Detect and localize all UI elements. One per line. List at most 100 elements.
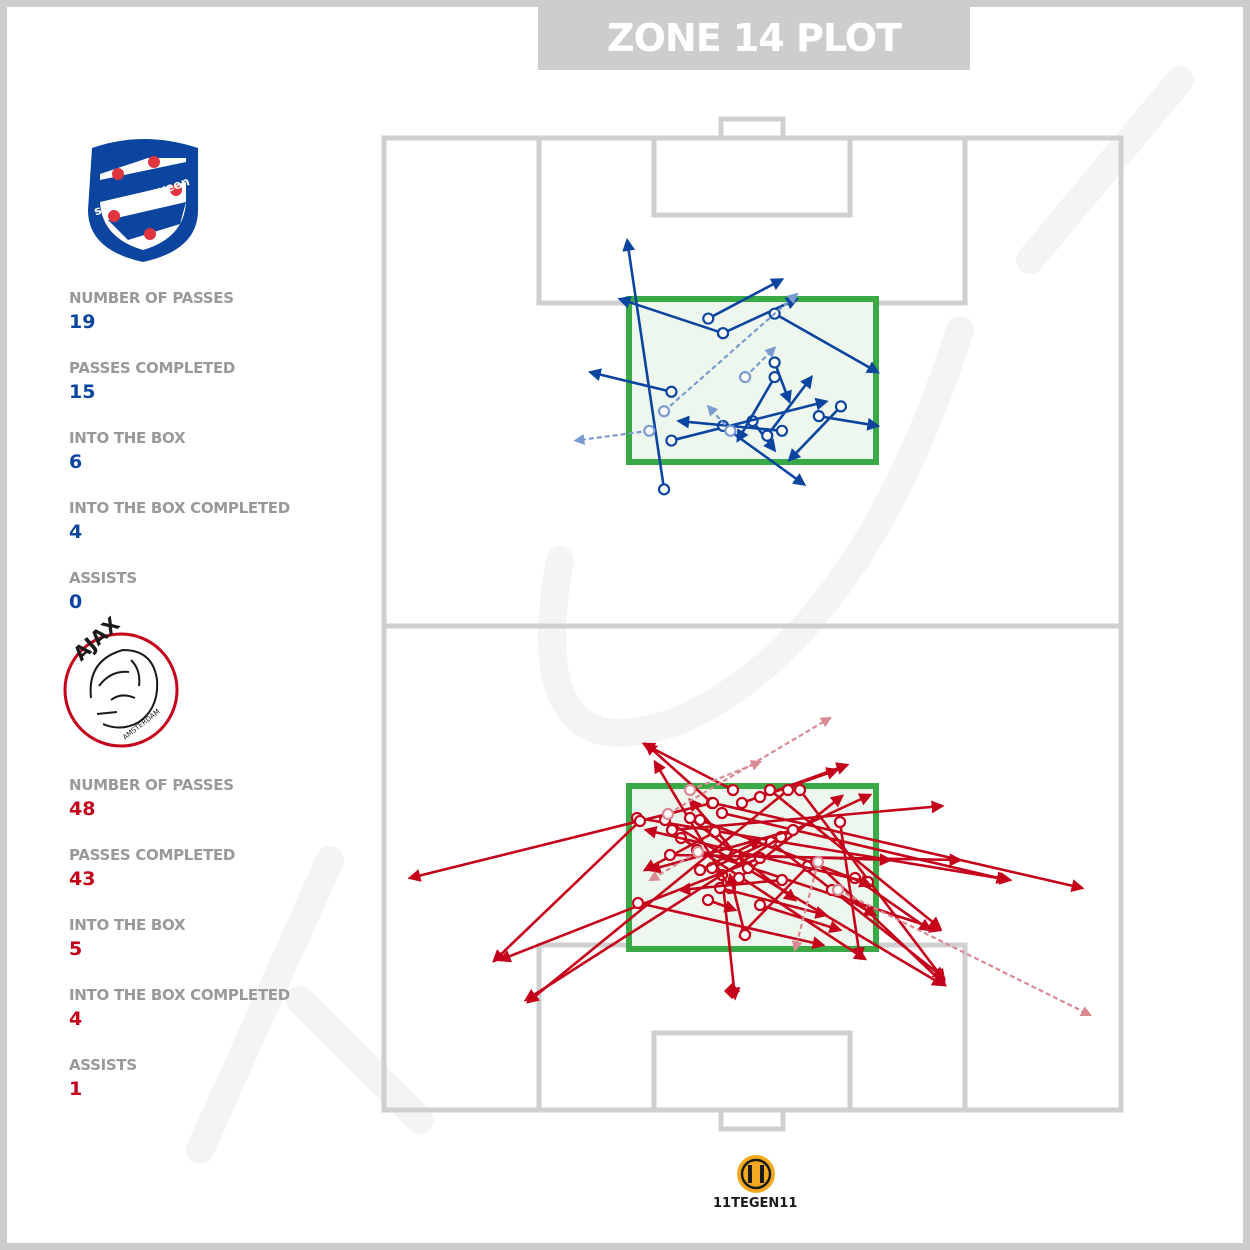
ajax-passes xyxy=(407,716,1092,1017)
heerenveen-pass-13 xyxy=(761,375,814,442)
stat-label: PASSES COMPLETED xyxy=(69,359,236,377)
pass-line xyxy=(622,237,666,490)
stat-value: 4 xyxy=(69,1008,83,1030)
heerenveen-pass-0 xyxy=(622,237,671,496)
pass-origin xyxy=(702,312,715,325)
stat-passes-completed: PASSES COMPLETED 15 xyxy=(69,359,329,429)
pass-line xyxy=(838,821,865,961)
zone14-top xyxy=(626,296,879,465)
stat-label: ASSISTS xyxy=(69,569,137,587)
pass-line xyxy=(492,820,641,963)
pass-line xyxy=(647,828,794,874)
stat-assists: ASSISTS 1 xyxy=(69,1056,329,1126)
heerenveen-pass-12 xyxy=(787,400,848,462)
ajax-pass-45 xyxy=(831,883,1092,1017)
ajax-pass-46 xyxy=(791,855,825,953)
ajax-pass-3 xyxy=(706,796,1085,892)
pass-origin xyxy=(732,871,746,885)
heerenveen-pass-1 xyxy=(702,278,785,325)
stat-value: 15 xyxy=(69,381,96,403)
pass-line xyxy=(525,788,789,1004)
penalty-area-bottom xyxy=(536,942,968,1113)
stat-value: 4 xyxy=(69,521,83,543)
ajax-pass-4 xyxy=(715,806,1010,884)
stat-value: 48 xyxy=(69,798,96,820)
pass-origin xyxy=(793,783,807,797)
stat-label: INTO THE BOX xyxy=(69,429,186,447)
pass-line xyxy=(664,818,946,987)
pass-line xyxy=(744,346,777,378)
stat-value: 6 xyxy=(69,451,83,473)
pass-origin xyxy=(724,424,737,437)
stat-into-the-box: INTO THE BOX 6 xyxy=(69,429,329,499)
heerenveen-pass-17 xyxy=(706,404,737,437)
ajax-pass-11 xyxy=(492,814,647,963)
stat-value: 0 xyxy=(69,591,83,613)
pass-line xyxy=(766,375,814,437)
pass-line xyxy=(642,830,716,872)
pass-origin xyxy=(768,356,781,369)
pass-origin xyxy=(693,863,707,877)
ajax-pass-40 xyxy=(677,873,789,896)
pass-line xyxy=(706,404,732,432)
pass-origin xyxy=(631,896,645,910)
pass-line xyxy=(791,861,820,953)
pass-origin xyxy=(683,783,697,797)
pass-line xyxy=(648,851,699,882)
pass-line xyxy=(677,878,783,896)
stat-label: INTO THE BOX COMPLETED xyxy=(69,499,290,517)
stat-value: 19 xyxy=(69,311,96,333)
pass-line xyxy=(773,362,792,404)
penalty-area-top xyxy=(536,135,968,306)
ajax-pass-32 xyxy=(701,893,738,913)
page-title: ZONE 14 PLOT xyxy=(607,15,902,60)
goal-area-top xyxy=(651,135,853,218)
pass-origin xyxy=(661,807,675,821)
ajax-pass-33 xyxy=(631,896,826,950)
pass-origin xyxy=(831,883,845,897)
ajax-pass-47 xyxy=(648,845,705,882)
ajax-pass-43 xyxy=(661,716,832,821)
stat-value: 1 xyxy=(69,1078,83,1100)
heerenveen-pass-14 xyxy=(736,371,781,443)
goal-top xyxy=(718,116,786,141)
heerenveen-pass-16 xyxy=(657,292,799,418)
pass-origin xyxy=(775,873,789,887)
pass-origin xyxy=(775,424,789,437)
pass-line xyxy=(689,760,763,792)
pass-line xyxy=(699,838,763,872)
pass-line xyxy=(587,368,672,394)
pass-origin xyxy=(811,855,825,869)
stat-into-the-box: INTO THE BOX 5 xyxy=(69,916,329,986)
pass-line xyxy=(787,405,842,462)
ajax-pass-41 xyxy=(753,898,843,934)
stat-label: NUMBER OF PASSES xyxy=(69,776,234,794)
pass-origin xyxy=(683,811,697,825)
pass-origin xyxy=(716,327,730,340)
pass-origin xyxy=(701,893,715,907)
pass-origin xyxy=(833,815,847,829)
pass-origin xyxy=(633,814,647,828)
watermark xyxy=(186,66,1194,1164)
pass-line xyxy=(815,861,947,987)
pass-origin xyxy=(643,424,656,437)
credit-logo-icon xyxy=(737,1155,775,1193)
stat-label: INTO THE BOX xyxy=(69,916,186,934)
stat-passes-completed: PASSES COMPLETED 43 xyxy=(69,846,329,916)
goal-area-bottom xyxy=(651,1030,853,1113)
pass-origin xyxy=(726,783,740,797)
pass-line xyxy=(667,716,832,815)
stat-value: 5 xyxy=(69,938,83,960)
heerenveen-pass-18 xyxy=(739,346,777,384)
pass-line xyxy=(719,886,829,919)
pass-origin xyxy=(735,796,749,810)
pass-origin xyxy=(761,429,774,442)
pass-origin xyxy=(834,400,848,413)
pass-origin xyxy=(786,823,800,837)
stat-number-of-passes: NUMBER OF PASSES 48 xyxy=(69,776,329,846)
pass-line xyxy=(663,292,799,413)
pass-origin xyxy=(739,371,752,384)
pass-line xyxy=(523,835,782,1002)
pass-line xyxy=(699,818,873,888)
stat-into-the-box-completed: INTO THE BOX COMPLETED 4 xyxy=(69,499,329,569)
